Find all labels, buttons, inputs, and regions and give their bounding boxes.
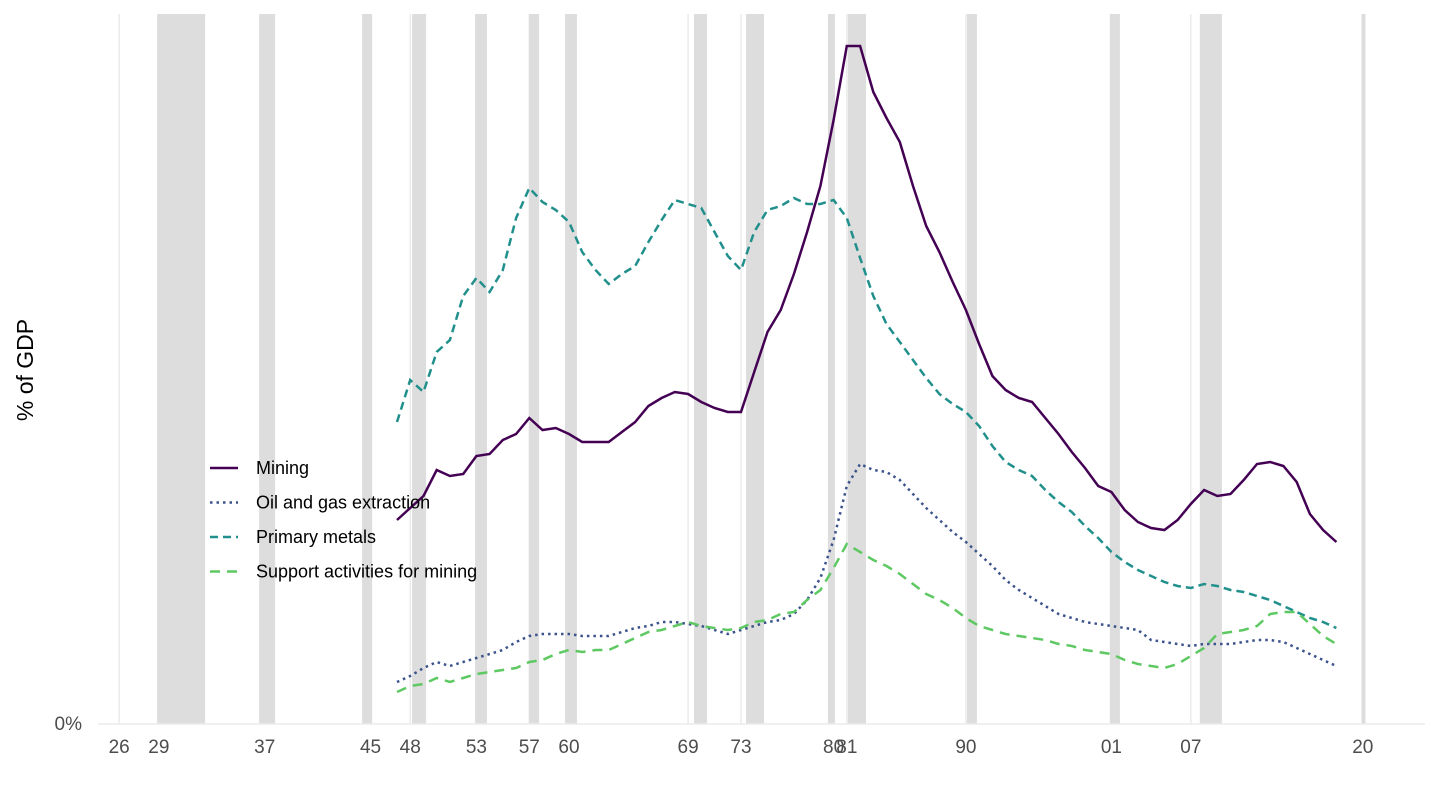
recession-band [259, 14, 276, 724]
recession-band [1109, 14, 1120, 724]
legend-label: Oil and gas extraction [256, 492, 430, 512]
x-tick-label: 69 [678, 737, 699, 758]
x-tick-label: 60 [558, 737, 579, 758]
recession-band [157, 14, 206, 724]
recession-band [694, 14, 707, 724]
recession-band [1199, 14, 1222, 724]
x-tick-label: 73 [730, 737, 751, 758]
x-tick-label: 37 [254, 737, 275, 758]
series-line [396, 44, 1338, 543]
recession-band [565, 14, 577, 724]
legend-label: Primary metals [256, 527, 376, 547]
recession-band [966, 14, 977, 724]
x-tick-label: 07 [1180, 737, 1201, 758]
recession-band [475, 14, 487, 724]
legend-label: Support activities for mining [256, 561, 477, 581]
recession-band [847, 14, 867, 724]
x-tick-label: 48 [400, 737, 421, 758]
x-tick-label: 26 [109, 737, 130, 758]
x-tick-label: 53 [466, 737, 487, 758]
recession-band [1361, 14, 1366, 724]
x-tick-label: 29 [148, 737, 169, 758]
legend-label: Mining [256, 458, 309, 478]
x-tick-label: 45 [360, 737, 381, 758]
recession-band [412, 14, 427, 724]
y-axis-label: % of GDP [12, 319, 38, 421]
x-tick-label: 80 [823, 737, 844, 758]
recession-band [362, 14, 373, 724]
recession-band [827, 14, 835, 724]
y-tick-label: 0% [55, 714, 83, 735]
x-tick-label: 81 [836, 737, 857, 758]
recession-band [529, 14, 540, 724]
x-tick-label: 01 [1101, 737, 1122, 758]
x-tick-label: 90 [955, 737, 976, 758]
x-tick-label: 20 [1352, 737, 1373, 758]
series-line [395, 185, 1337, 630]
x-tick-label: 57 [519, 737, 540, 758]
